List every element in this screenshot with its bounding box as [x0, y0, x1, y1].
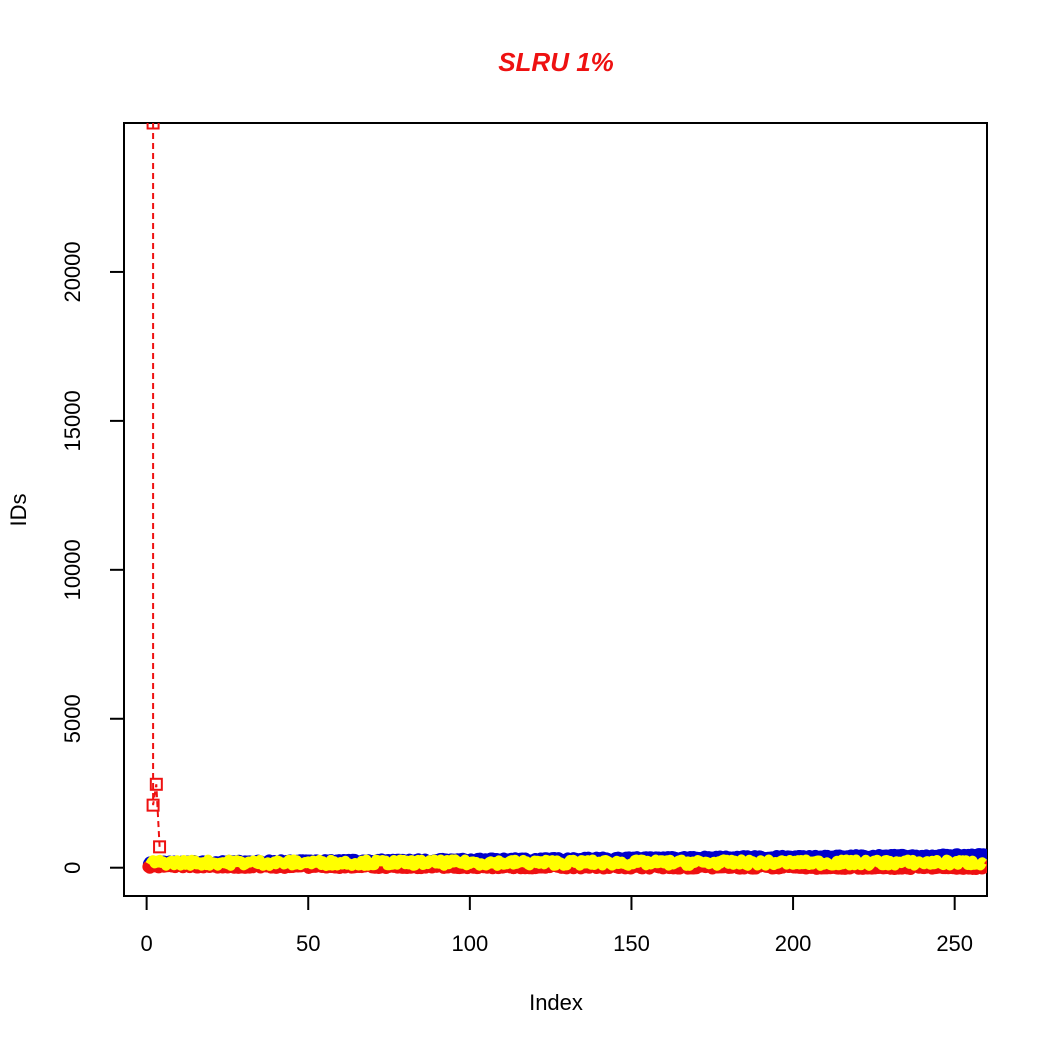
series-1-point-776 — [977, 848, 987, 861]
y-tick-label: 0 — [60, 862, 85, 874]
x-tick-label: 100 — [451, 931, 488, 956]
y-axis: 0 5000 10000 15000 20000 — [60, 241, 125, 874]
x-axis: 0 50 100 150 200 250 — [141, 895, 973, 956]
x-tick-label: 250 — [936, 931, 973, 956]
x-tick-label: 150 — [613, 931, 650, 956]
series-3 — [145, 854, 987, 871]
series-4-marker-2 — [149, 777, 163, 791]
series-3-line — [145, 854, 987, 871]
series-4-line — [152, 123, 161, 847]
series-4-marker-0 — [146, 123, 160, 130]
series-4-marker-3 — [153, 840, 167, 854]
x-axis-label: Index — [529, 990, 583, 1015]
y-axis-label: IDs — [6, 494, 31, 527]
x-tick-label: 0 — [141, 931, 153, 956]
y-tick-label: 20000 — [60, 241, 85, 302]
series-4 — [146, 123, 167, 854]
y-tick-label: 15000 — [60, 390, 85, 451]
series-layer — [142, 123, 987, 876]
chart-title: SLRU 1% — [498, 47, 614, 77]
y-tick-label: 10000 — [60, 539, 85, 600]
x-tick-label: 200 — [775, 931, 812, 956]
series-4-marker-1 — [146, 798, 160, 812]
x-tick-label: 50 — [296, 931, 320, 956]
plot-frame — [123, 122, 988, 897]
y-tick-label: 5000 — [60, 694, 85, 743]
